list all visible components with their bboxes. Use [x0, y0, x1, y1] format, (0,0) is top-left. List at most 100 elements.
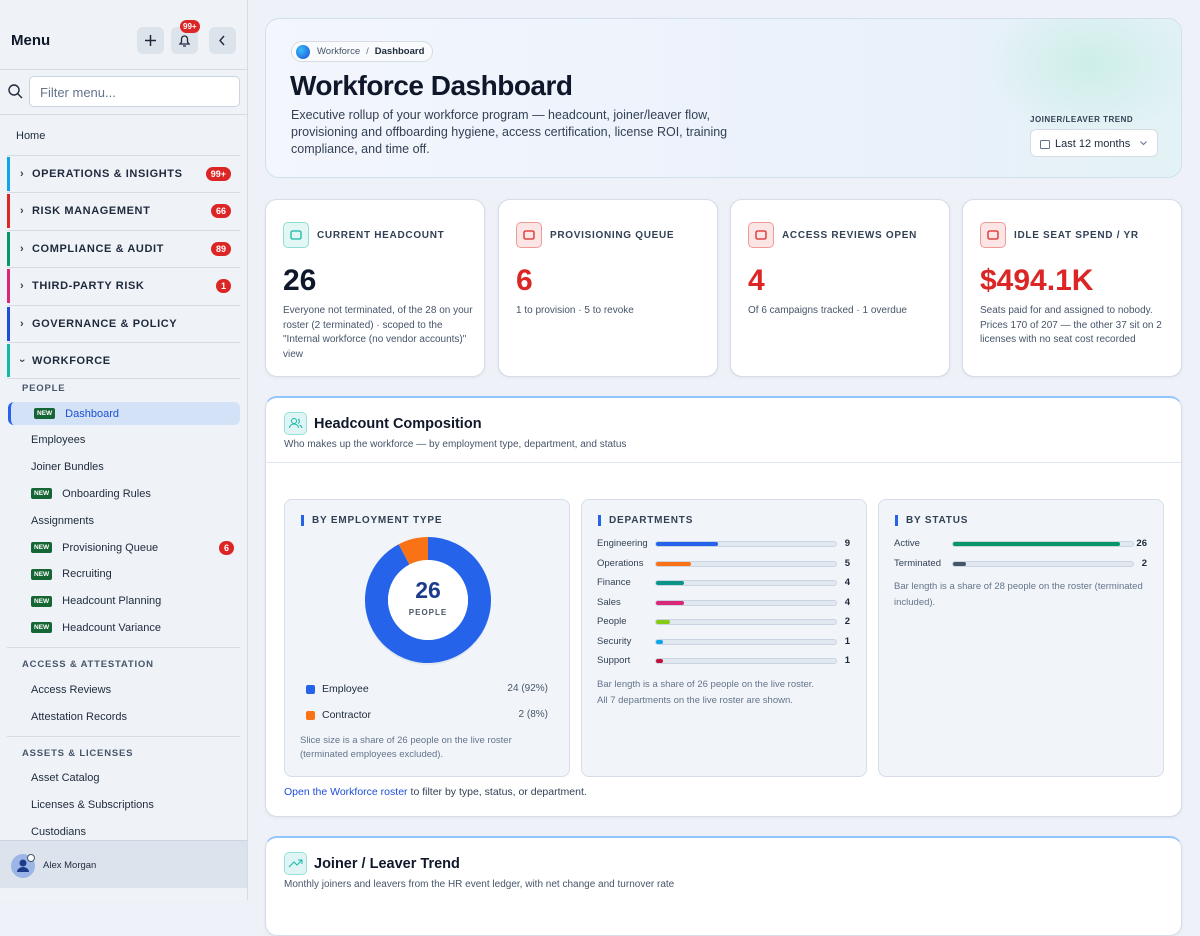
menu-section[interactable]: › OPERATIONS & INSIGHTS 99+: [7, 155, 240, 192]
user-footer[interactable]: Alex Morgan: [0, 840, 247, 888]
range-value: Last 12 months: [1055, 138, 1131, 150]
filter-input[interactable]: Filter menu...: [29, 76, 240, 107]
user-name: Alex Morgan: [43, 860, 97, 871]
legend-value: 24 (92%): [507, 683, 548, 694]
glyph: [987, 230, 999, 240]
divider: [7, 735, 240, 737]
kpi-card: ACCESS REVIEWS OPEN 4 Of 6 campaigns track…: [730, 199, 950, 377]
bar-value: 9: [844, 538, 850, 549]
range-select[interactable]: Last 12 months: [1030, 129, 1158, 157]
menu-item[interactable]: Joiner Bundles: [8, 456, 240, 479]
menu-title: Menu: [11, 32, 51, 49]
bar: [953, 561, 966, 566]
bar-track: [655, 580, 837, 586]
employment-panel: BY EMPLOYMENT TYPE 26 PEOPLE Employee 24 (92…: [284, 499, 570, 777]
count-badge: 66: [210, 204, 231, 219]
menu-section[interactable]: › THIRD-PARTY RISK 1: [7, 267, 240, 304]
kpi-note: Everyone not terminated, of the 28 on yo…: [283, 305, 473, 361]
item-label: Joiner Bundles: [31, 461, 104, 474]
roster-link[interactable]: Open the Workforce roster: [284, 786, 408, 798]
new-tag: NEW: [31, 595, 53, 607]
item-label: Employees: [31, 434, 86, 447]
menu-item[interactable]: Employees: [8, 429, 240, 452]
kpi-icon: [283, 222, 309, 248]
legend-swatch: [306, 711, 315, 720]
search-icon: [8, 84, 23, 99]
bar-track: [655, 599, 837, 606]
menu-item[interactable]: Attestation Records: [8, 705, 240, 728]
glyph: [523, 230, 535, 240]
glyph: [290, 230, 302, 240]
accent: [7, 194, 10, 229]
donut-slice: [398, 537, 429, 565]
header-card: Workforce / Dashboard Workforce Dashboard …: [265, 18, 1182, 178]
legend-label: Contractor: [322, 709, 372, 721]
footer-text: Open the Workforce roster to filter by ty…: [284, 786, 587, 798]
kpi-value: 4: [748, 264, 765, 297]
menu-item[interactable]: NEW Provisioning Queue 6: [8, 536, 240, 559]
avatar: [11, 854, 35, 878]
panel-title: BY EMPLOYMENT TYPE: [301, 515, 442, 526]
item-label: Attestation Records: [31, 710, 127, 723]
add-button[interactable]: [137, 27, 164, 54]
icon-glyph: [755, 230, 767, 240]
bar: [656, 600, 684, 605]
section-label: OPERATIONS & INSIGHTS: [32, 168, 183, 180]
chevron: ›: [16, 358, 29, 363]
section-title: Joiner / Leaver Trend: [314, 856, 460, 872]
bar: [656, 581, 684, 585]
divider: [0, 69, 247, 70]
group-label: ACCESS & ATTESTATION: [22, 659, 154, 671]
icon-glyph: [987, 230, 999, 240]
home-link[interactable]: Home: [16, 130, 46, 142]
section-label: RISK MANAGEMENT: [32, 205, 151, 218]
caret: [1140, 141, 1147, 146]
group-label: ASSETS & LICENSES: [22, 747, 134, 759]
menu-item[interactable]: NEW Headcount Variance: [8, 616, 240, 639]
panel-title: DEPARTMENTS: [598, 515, 693, 526]
menu-item[interactable]: NEW Recruiting: [8, 563, 240, 586]
item-label: Access Reviews: [31, 683, 112, 696]
count-badge: 89: [210, 241, 231, 256]
bar-label: Engineering: [597, 538, 648, 549]
panel-title: BY STATUS: [895, 515, 968, 526]
new-tag: NEW: [34, 408, 56, 419]
menu-item[interactable]: NEW Onboarding Rules: [8, 482, 240, 505]
item-label: Assignments: [31, 514, 94, 527]
page-title: Workforce Dashboard: [290, 70, 573, 101]
icon-glyph: [290, 230, 302, 240]
menu-item[interactable]: Access Reviews: [8, 678, 240, 701]
kpi-label: PROVISIONING QUEUE: [550, 230, 675, 241]
menu-section[interactable]: › COMPLIANCE & AUDIT 89: [7, 229, 240, 267]
menu-section[interactable]: › RISK MANAGEMENT 66: [7, 192, 240, 229]
menu-section[interactable]: › GOVERNANCE & POLICY: [7, 304, 240, 342]
bar-label: Terminated: [894, 557, 941, 569]
calendar-icon: [1040, 140, 1050, 149]
page-description: Executive rollup of your workforce progr…: [291, 108, 728, 156]
menu-item[interactable]: Custodians: [8, 820, 240, 843]
chevron: ›: [20, 168, 25, 180]
kpi-icon: [748, 222, 774, 248]
bar-track: [655, 560, 837, 567]
collapse-button[interactable]: [209, 27, 236, 54]
departments-panel: DEPARTMENTS Engineering 9 Operations 5 Financ…: [581, 499, 867, 777]
breadcrumb-item[interactable]: Workforce: [317, 46, 361, 57]
menu-item[interactable]: NEW Headcount Planning: [8, 590, 240, 613]
new-tag: NEW: [31, 488, 53, 500]
menu-item[interactable]: Asset Catalog: [8, 767, 240, 790]
accent: [7, 269, 10, 304]
bar-value: 2: [844, 616, 850, 627]
item-label: Onboarding Rules: [62, 487, 151, 500]
kpi-value: $494.1K: [980, 264, 1094, 297]
kpi-note: Seats paid for and assigned to nobody. P…: [980, 305, 1162, 346]
menu-item[interactable]: Licenses & Subscriptions: [8, 794, 240, 817]
bar-label: Support: [597, 655, 631, 666]
bar-label: Operations: [597, 557, 644, 569]
menu-section[interactable]: › WORKFORCE: [7, 342, 240, 379]
section-subtitle: Who makes up the workforce — by employme…: [284, 439, 627, 450]
bar: [656, 620, 670, 624]
menu-item[interactable]: NEW Dashboard: [8, 402, 240, 425]
menu-item[interactable]: Assignments: [8, 509, 240, 532]
trend-card: Joiner / Leaver Trend Monthly joiners an…: [265, 836, 1182, 936]
panel-note: Bar length is a share of 28 people on th…: [894, 581, 1143, 608]
